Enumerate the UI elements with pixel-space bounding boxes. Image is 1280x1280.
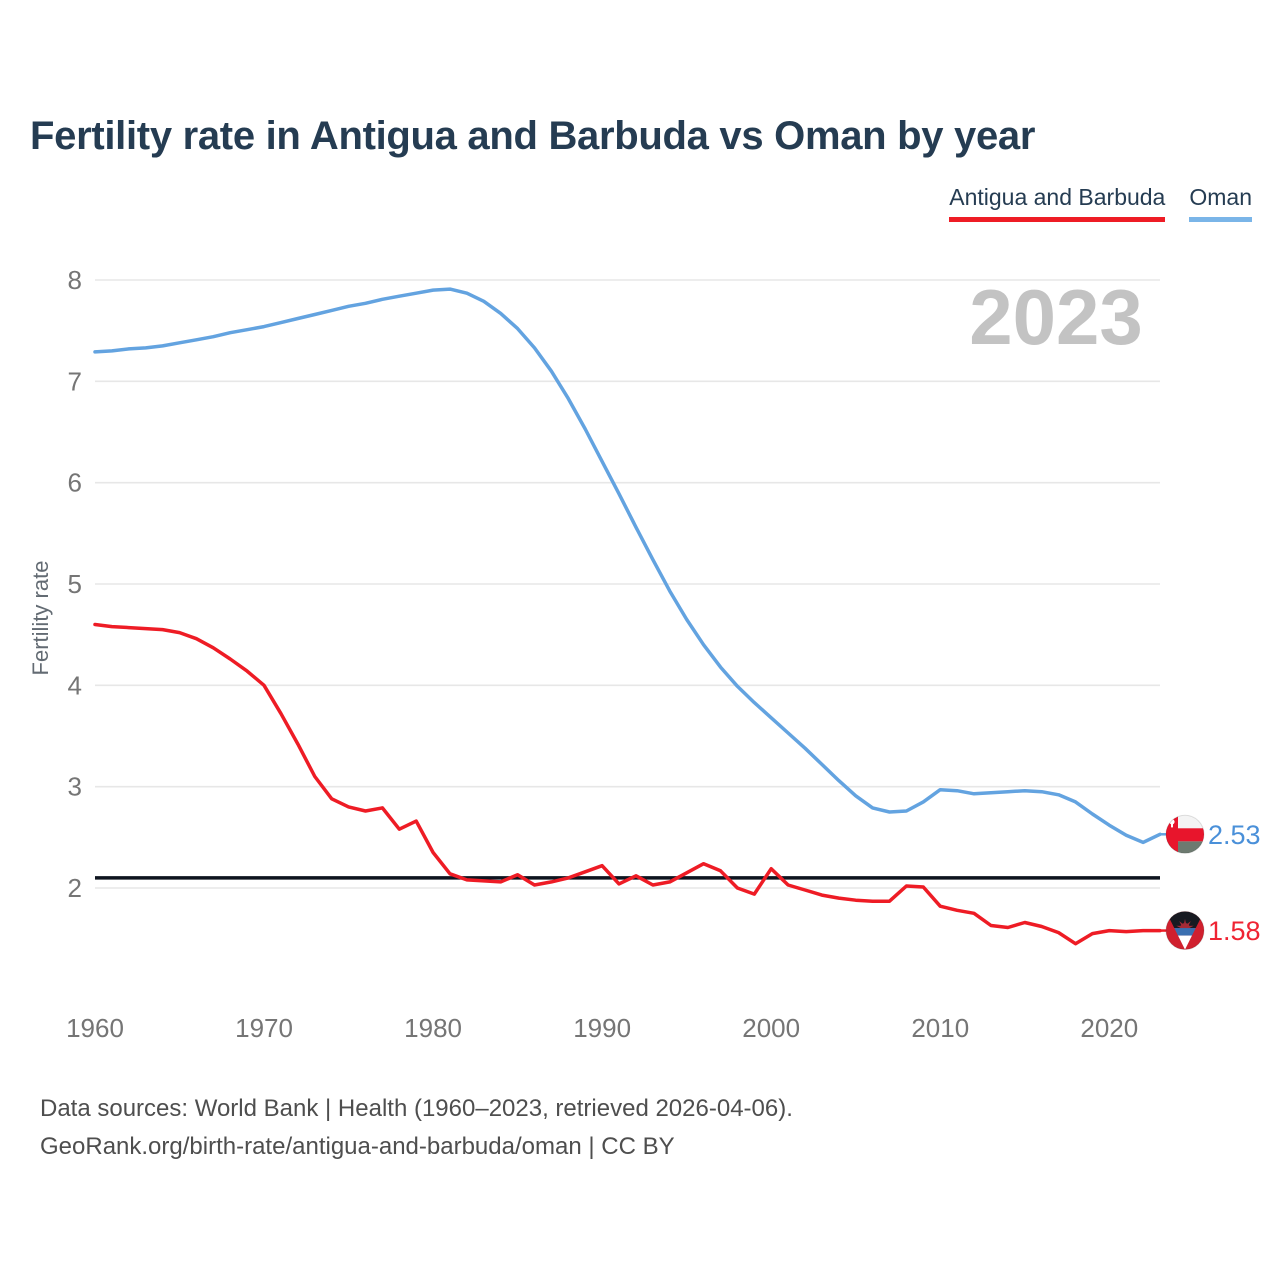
svg-text:2010: 2010 (911, 1013, 969, 1043)
legend-item-antigua-and-barbuda[interactable]: Antigua and Barbuda (949, 184, 1166, 222)
page-title: Fertility rate in Antigua and Barbuda vs… (30, 114, 1036, 158)
oman-end-value-label: 2.53 (1208, 820, 1261, 850)
y-axis-title: Fertility rate (28, 561, 53, 676)
oman-flag-icon (1165, 814, 1205, 854)
antigua-line[interactable] (93, 622, 1162, 946)
watermark-year: 2023 (969, 273, 1143, 361)
svg-text:1960: 1960 (66, 1013, 124, 1043)
y-axis-tick-labels: 2 3 4 5 6 7 8 (68, 265, 82, 903)
chart-footer: Data sources: World Bank | Health (1960–… (40, 1090, 793, 1166)
legend: Antigua and Barbuda Oman (949, 184, 1252, 222)
svg-text:1970: 1970 (235, 1013, 293, 1043)
footer-attribution: GeoRank.org/birth-rate/antigua-and-barbu… (40, 1133, 675, 1160)
oman-line[interactable] (93, 287, 1162, 845)
svg-text:2020: 2020 (1080, 1013, 1138, 1043)
antigua-end-value-label: 1.58 (1208, 916, 1261, 946)
antigua-and-barbuda-flag-icon (1165, 911, 1205, 951)
svg-text:1990: 1990 (573, 1013, 631, 1043)
svg-text:5: 5 (68, 569, 82, 599)
legend-item-oman[interactable]: Oman (1189, 184, 1252, 222)
svg-text:6: 6 (68, 468, 82, 498)
svg-text:8: 8 (68, 265, 82, 295)
svg-text:4: 4 (68, 670, 82, 700)
gridlines (95, 279, 1160, 889)
svg-text:2000: 2000 (742, 1013, 800, 1043)
svg-text:2: 2 (68, 873, 82, 903)
svg-text:7: 7 (68, 366, 82, 396)
footer-data-sources: Data sources: World Bank | Health (1960–… (40, 1095, 793, 1122)
svg-text:3: 3 (68, 772, 82, 802)
x-axis-tick-labels: 1960 1970 1980 1990 2000 2010 2020 (66, 1013, 1138, 1043)
svg-text:1980: 1980 (404, 1013, 462, 1043)
